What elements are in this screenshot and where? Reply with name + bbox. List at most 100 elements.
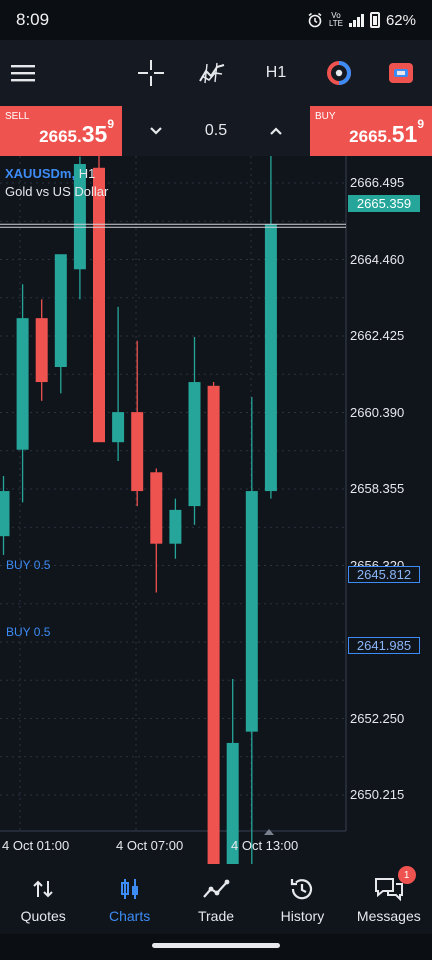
nav-quotes[interactable]: Quotes [0, 864, 86, 934]
nav-messages[interactable]: 1 Messages [346, 864, 432, 934]
sell-price-sup: 9 [107, 117, 114, 131]
status-icons: Vo LTE 62% [307, 12, 416, 29]
nav-trade-label: Trade [197, 908, 235, 924]
status-time: 8:09 [16, 10, 50, 29]
crosshair-icon [138, 60, 164, 86]
price-axis-label: 2652.250 [350, 710, 405, 726]
nav-charts[interactable]: Charts [86, 864, 172, 934]
time-label-3: 4 Oct 13:00 [231, 838, 299, 853]
time-label-1: 4 Oct 01:00 [2, 838, 70, 853]
price-axis-label: 2660.390 [350, 404, 405, 420]
candle-body [150, 472, 163, 544]
candle-body [131, 412, 144, 492]
messages-icon [374, 874, 404, 904]
candle-body [16, 318, 29, 450]
lot-increase-button[interactable] [256, 111, 296, 151]
sell-price: 2665.359 [39, 117, 114, 148]
candle-body [169, 509, 182, 544]
candle [226, 679, 239, 864]
order-label-2[interactable]: BUY 0.5 [6, 625, 51, 639]
sell-label: SELL [5, 111, 30, 122]
app-logo-icon [327, 61, 351, 85]
history-icon [289, 874, 315, 904]
candle [73, 156, 86, 300]
lot-selector: 0.5 [122, 106, 310, 156]
candle [54, 254, 67, 394]
candle-body [188, 382, 201, 507]
trade-bar: SELL 2665.359 0.5 BUY 2665.519 [0, 106, 432, 156]
candle-body [73, 164, 86, 270]
chart-canvas[interactable] [0, 156, 432, 864]
timeframe-label: H1 [265, 64, 287, 81]
candle [112, 306, 125, 461]
chart-shift-marker [264, 829, 274, 835]
candle [150, 468, 163, 593]
candle-body [35, 318, 48, 383]
price-chart[interactable]: XAUUSDm, H1 Gold vs US Dollar BUY 0.5 BU… [0, 156, 432, 879]
sell-price-big: 35 [81, 121, 108, 147]
buy-price-small: 2665. [349, 127, 392, 146]
bottom-nav: Quotes Charts Trade History 1 Messages [0, 864, 432, 934]
candle [93, 156, 105, 443]
trade-icon [202, 874, 230, 904]
buy-label: BUY [315, 111, 336, 122]
price-axis-label: 2666.495 [350, 175, 405, 190]
price-axis-label: 2658.355 [350, 481, 405, 496]
order-price-tag-2: 2641.985 [348, 637, 420, 654]
buy-price: 2665.519 [349, 117, 424, 148]
chart-symbol: XAUUSDm, H1 [5, 166, 96, 181]
chevron-down-icon [150, 127, 163, 135]
timeframe-button[interactable]: H1 [256, 40, 296, 106]
nav-messages-label: Messages [356, 908, 421, 924]
price-axis-label: 2662.425 [350, 328, 405, 343]
order-label-1[interactable]: BUY 0.5 [6, 558, 51, 572]
candle [207, 382, 220, 864]
candle [245, 397, 258, 864]
buy-button[interactable]: BUY 2665.519 [310, 106, 432, 156]
charts-icon [119, 874, 141, 904]
nav-history[interactable]: History [259, 864, 345, 934]
symbol-name: XAUUSDm [5, 166, 72, 181]
status-bar: 8:09 Vo LTE 62% [0, 0, 432, 40]
lot-value[interactable]: 0.5 [204, 122, 228, 139]
volte-icon: Vo LTE [328, 11, 344, 28]
nav-trade[interactable]: Trade [173, 864, 259, 934]
menu-icon [11, 65, 35, 82]
time-label-2: 4 Oct 07:00 [116, 838, 184, 853]
nav-history-label: History [280, 908, 325, 924]
sell-price-small: 2665. [39, 127, 82, 146]
candles [0, 156, 277, 864]
nav-quotes-label: Quotes [20, 908, 66, 924]
battery-percent: 62% [385, 11, 416, 29]
trade-app-icon [389, 63, 413, 83]
candle [0, 476, 10, 555]
price-lines [0, 223, 346, 228]
price-axis-label: 2650.215 [350, 787, 405, 802]
gesture-bar [0, 934, 432, 960]
trade-app-button[interactable] [380, 40, 422, 106]
home-indicator[interactable] [152, 943, 280, 948]
candle-body [264, 224, 277, 492]
candle [16, 284, 29, 503]
candle [131, 340, 144, 507]
sell-button[interactable]: SELL 2665.359 [0, 106, 122, 156]
chevron-up-icon [269, 127, 282, 135]
app-logo-button[interactable] [318, 40, 360, 106]
messages-badge: 1 [397, 866, 416, 884]
candle [188, 336, 201, 525]
menu-button[interactable] [0, 40, 46, 106]
chart-description: Gold vs US Dollar [5, 184, 109, 199]
indicator-icon [199, 62, 225, 84]
candle-body [112, 412, 125, 443]
current-price-tag: 2665.359 [348, 195, 420, 212]
indicators-button[interactable] [190, 40, 234, 106]
buy-price-big: 51 [391, 121, 418, 147]
candle-body [54, 254, 67, 368]
candle-body [226, 742, 239, 864]
candle-body [245, 491, 258, 732]
candle-body [207, 385, 220, 864]
signal-icon [348, 13, 364, 27]
crosshair-button[interactable] [130, 40, 172, 106]
lot-decrease-button[interactable] [136, 111, 176, 151]
candle-body [0, 491, 10, 537]
